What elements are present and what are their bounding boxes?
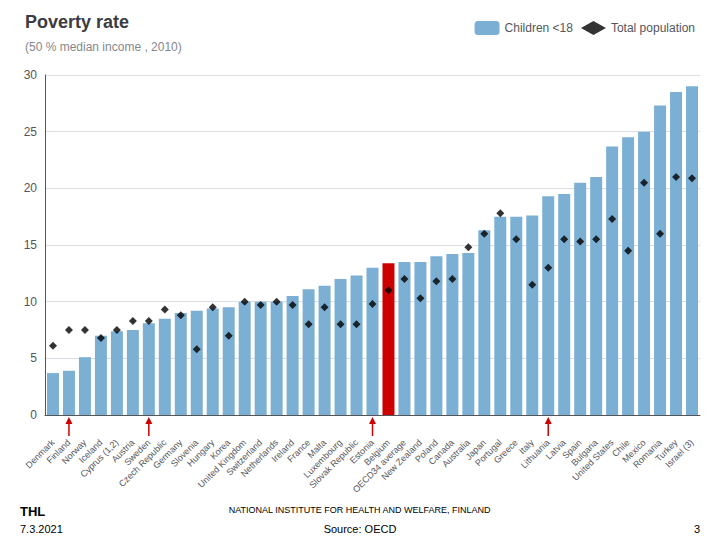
svg-text:THL: THL [20,504,45,519]
svg-text:Canada: Canada [426,437,456,467]
svg-text:Turkey: Turkey [653,437,680,464]
svg-text:Estonia: Estonia [347,437,376,466]
svg-text:25: 25 [24,125,38,139]
svg-text:30: 30 [24,68,38,82]
svg-text:Poland: Poland [413,437,440,465]
svg-text:10: 10 [24,295,38,309]
svg-text:NATIONAL INSTITUTE FOR HEALTH: NATIONAL INSTITUTE FOR HEALTH AND WELFAR… [229,505,491,515]
svg-text:Slovak Republic: Slovak Republic [307,437,361,491]
svg-text:Slovenia: Slovenia [168,437,201,469]
svg-text:Bulgaria: Bulgaria [569,437,600,468]
svg-text:Japan: Japan [463,437,488,462]
svg-text:Finland: Finland [44,437,73,466]
svg-text:Total population: Total population [611,21,695,35]
svg-text:Chile: Chile [610,437,632,459]
svg-text:Norway: Norway [59,437,89,467]
svg-text:Children <18: Children <18 [505,21,574,35]
svg-text:5: 5 [30,351,37,365]
svg-text:United States: United States [570,437,616,483]
svg-text:Iceland: Iceland [76,437,105,465]
svg-text:Malta: Malta [305,437,329,461]
svg-text:Denmark: Denmark [23,437,57,471]
svg-text:15: 15 [24,238,38,252]
svg-text:Netherlands: Netherlands [238,437,281,479]
svg-text:France: France [285,437,313,465]
svg-text:Luxembourg: Luxembourg [301,437,345,480]
svg-text:Poverty rate: Poverty rate [25,12,129,32]
svg-text:Sweden: Sweden [122,437,153,468]
svg-text:Italy: Italy [517,437,536,457]
svg-text:Korea: Korea [208,437,233,462]
svg-text:Ireland: Ireland [269,437,297,464]
svg-text:Lithuania: Lithuania [518,437,552,471]
svg-text:Czech Republic: Czech Republic [116,437,169,489]
svg-text:0: 0 [30,408,37,422]
svg-text:20: 20 [24,181,38,195]
svg-text:Belgium: Belgium [362,437,392,468]
svg-text:3: 3 [694,523,700,535]
svg-text:Source: OECD: Source: OECD [324,523,397,535]
svg-text:Hungary: Hungary [185,437,217,469]
svg-text:Spain: Spain [560,437,584,461]
svg-text:OECD34 average: OECD34 average [350,437,408,495]
svg-text:Greece: Greece [492,437,520,465]
svg-text:Romania: Romania [631,437,664,470]
svg-text:Cyprus (1,2): Cyprus (1,2) [78,437,121,480]
svg-text:Portugal: Portugal [473,437,504,469]
svg-text:New Zealand: New Zealand [379,437,424,482]
svg-text:(50 % median income , 2010): (50 % median income , 2010) [25,40,182,54]
svg-text:Latvia: Latvia [543,437,568,462]
svg-text:7.3.2021: 7.3.2021 [20,523,63,535]
svg-text:Switzerland: Switzerland [224,437,265,478]
svg-text:Israel (3): Israel (3) [663,437,695,469]
svg-text:Austria: Austria [109,437,137,465]
svg-text:Germany: Germany [151,437,185,471]
svg-text:United Kingdom: United Kingdom [195,437,249,490]
svg-text:Mexico: Mexico [620,437,648,465]
svg-text:Australia: Australia [440,437,472,470]
